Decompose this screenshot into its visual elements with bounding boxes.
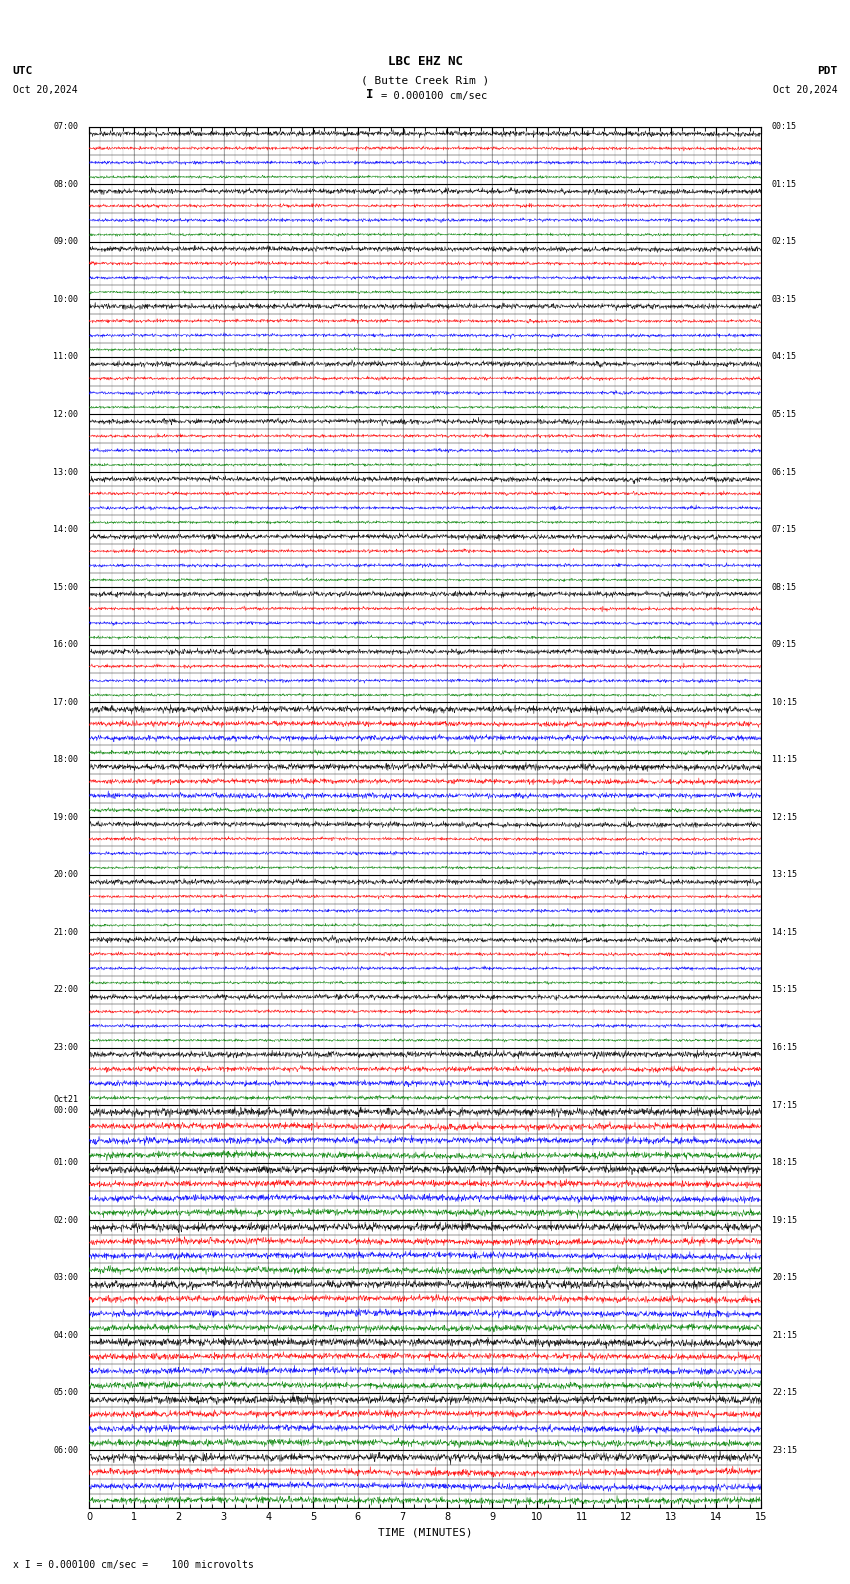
Text: 19:15: 19:15 bbox=[772, 1215, 797, 1224]
Text: ( Butte Creek Rim ): ( Butte Creek Rim ) bbox=[361, 76, 489, 86]
Text: 09:15: 09:15 bbox=[772, 640, 797, 649]
Text: 07:15: 07:15 bbox=[772, 524, 797, 534]
Text: 02:00: 02:00 bbox=[53, 1215, 78, 1224]
Text: 09:00: 09:00 bbox=[53, 238, 78, 247]
Text: 16:15: 16:15 bbox=[772, 1042, 797, 1052]
Text: 08:15: 08:15 bbox=[772, 583, 797, 592]
Text: 03:15: 03:15 bbox=[772, 295, 797, 304]
Text: x I = 0.000100 cm/sec =    100 microvolts: x I = 0.000100 cm/sec = 100 microvolts bbox=[13, 1560, 253, 1570]
Text: 15:15: 15:15 bbox=[772, 985, 797, 995]
X-axis label: TIME (MINUTES): TIME (MINUTES) bbox=[377, 1527, 473, 1538]
Text: UTC: UTC bbox=[13, 67, 33, 76]
Text: LBC EHZ NC: LBC EHZ NC bbox=[388, 55, 462, 68]
Text: 13:15: 13:15 bbox=[772, 870, 797, 879]
Text: 17:00: 17:00 bbox=[53, 697, 78, 706]
Text: 06:15: 06:15 bbox=[772, 467, 797, 477]
Text: 14:15: 14:15 bbox=[772, 928, 797, 938]
Text: 13:00: 13:00 bbox=[53, 467, 78, 477]
Text: 21:15: 21:15 bbox=[772, 1331, 797, 1340]
Text: 03:00: 03:00 bbox=[53, 1274, 78, 1283]
Text: 18:15: 18:15 bbox=[772, 1158, 797, 1167]
Text: 07:00: 07:00 bbox=[53, 122, 78, 131]
Text: 10:15: 10:15 bbox=[772, 697, 797, 706]
Text: 01:00: 01:00 bbox=[53, 1158, 78, 1167]
Text: PDT: PDT bbox=[817, 67, 837, 76]
Text: 00:15: 00:15 bbox=[772, 122, 797, 131]
Text: = 0.000100 cm/sec: = 0.000100 cm/sec bbox=[381, 92, 487, 101]
Text: 21:00: 21:00 bbox=[53, 928, 78, 938]
Text: 23:15: 23:15 bbox=[772, 1446, 797, 1456]
Text: 22:15: 22:15 bbox=[772, 1388, 797, 1397]
Text: 18:00: 18:00 bbox=[53, 756, 78, 765]
Text: 10:00: 10:00 bbox=[53, 295, 78, 304]
Text: Oct 20,2024: Oct 20,2024 bbox=[13, 86, 77, 95]
Text: 20:15: 20:15 bbox=[772, 1274, 797, 1283]
Text: 20:00: 20:00 bbox=[53, 870, 78, 879]
Text: 23:00: 23:00 bbox=[53, 1042, 78, 1052]
Text: 06:00: 06:00 bbox=[53, 1446, 78, 1456]
Text: 12:15: 12:15 bbox=[772, 813, 797, 822]
Text: 19:00: 19:00 bbox=[53, 813, 78, 822]
Text: 16:00: 16:00 bbox=[53, 640, 78, 649]
Text: 11:15: 11:15 bbox=[772, 756, 797, 765]
Text: 17:15: 17:15 bbox=[772, 1101, 797, 1110]
Text: 08:00: 08:00 bbox=[53, 179, 78, 188]
Text: 04:15: 04:15 bbox=[772, 352, 797, 361]
Text: 11:00: 11:00 bbox=[53, 352, 78, 361]
Text: 14:00: 14:00 bbox=[53, 524, 78, 534]
Text: 01:15: 01:15 bbox=[772, 179, 797, 188]
Text: 15:00: 15:00 bbox=[53, 583, 78, 592]
Text: Oct21
00:00: Oct21 00:00 bbox=[53, 1096, 78, 1115]
Text: Oct 20,2024: Oct 20,2024 bbox=[773, 86, 837, 95]
Text: 02:15: 02:15 bbox=[772, 238, 797, 247]
Text: 04:00: 04:00 bbox=[53, 1331, 78, 1340]
Text: 05:15: 05:15 bbox=[772, 410, 797, 420]
Text: 12:00: 12:00 bbox=[53, 410, 78, 420]
Text: I: I bbox=[366, 89, 373, 101]
Text: 05:00: 05:00 bbox=[53, 1388, 78, 1397]
Text: 22:00: 22:00 bbox=[53, 985, 78, 995]
